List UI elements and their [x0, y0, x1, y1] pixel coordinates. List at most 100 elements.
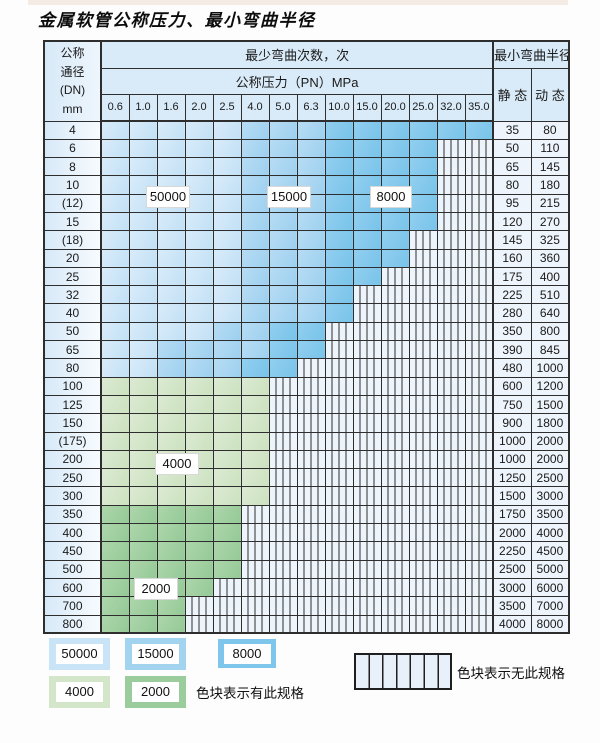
dynamic-column-header: 动 态 [530, 67, 570, 122]
no-spec-cell [380, 303, 410, 323]
dn-value: 8 [43, 157, 102, 177]
zone-label-4000: 4000 [155, 453, 199, 475]
no-spec-cell [408, 577, 438, 598]
no-spec-cell [324, 376, 354, 396]
static-radius-value: 750 [492, 394, 532, 415]
spec-cell [100, 541, 130, 561]
static-radius-value: 50 [492, 138, 532, 159]
dn-value: 500 [43, 559, 102, 579]
spec-cell [184, 157, 214, 177]
spec-cell [156, 358, 186, 378]
no-spec-cell [436, 504, 466, 525]
no-spec-cell [380, 614, 410, 634]
no-spec-cell [408, 303, 438, 323]
spec-cell [352, 211, 382, 232]
spec-cell [156, 266, 186, 287]
no-spec-cell [436, 376, 466, 396]
spec-cell [128, 413, 158, 433]
no-spec-cell [380, 431, 410, 451]
no-spec-cell [352, 394, 382, 415]
dynamic-radius-value: 1800 [530, 413, 570, 433]
pressure-tick: 20.0 [380, 93, 410, 122]
legend-swatch-15000: 15000 [125, 638, 186, 670]
spec-cell [324, 157, 354, 177]
no-spec-cell [352, 303, 382, 323]
spec-cell [100, 321, 130, 342]
table-row: 150 900 1800 [43, 413, 570, 433]
spec-cell [352, 266, 382, 287]
dn-value: 800 [43, 614, 102, 634]
no-spec-cell [324, 541, 354, 561]
spec-cell [100, 577, 130, 598]
spec-cell [212, 248, 242, 268]
no-spec-cell [324, 523, 354, 543]
spec-cell [156, 230, 186, 250]
no-spec-cell [380, 285, 410, 305]
bend-radius-header: 最小弯曲半径 [492, 40, 570, 69]
static-radius-value: 1750 [492, 504, 532, 525]
no-spec-cell [296, 449, 326, 470]
spec-cell [296, 248, 326, 268]
no-spec-cell [408, 614, 438, 634]
dn-value: 150 [43, 413, 102, 433]
no-spec-cell [408, 285, 438, 305]
static-radius-value: 145 [492, 230, 532, 250]
no-spec-cell [436, 157, 466, 177]
no-spec-cell [436, 614, 466, 634]
no-spec-cell [464, 230, 494, 250]
spec-cell [268, 211, 298, 232]
pressure-tick: 10.0 [324, 93, 354, 122]
spec-cell [184, 321, 214, 342]
static-radius-value: 4000 [492, 614, 532, 634]
dynamic-radius-value: 2000 [530, 431, 570, 451]
spec-cell [212, 303, 242, 323]
static-radius-value: 2000 [492, 523, 532, 543]
spec-cell [296, 211, 326, 232]
pressure-values-row: 0.6 1.0 1.6 2.0 2.5 4.0 5.0 6.3 10.0 15.0 20.0 25.0… [44, 93, 569, 122]
legend-swatch-50000: 50000 [49, 638, 110, 670]
legend-label-2000: 2000 [132, 682, 179, 702]
spec-cell [184, 230, 214, 250]
spec-cell [296, 303, 326, 323]
dn-value: 80 [43, 358, 102, 378]
spec-cell [240, 138, 270, 159]
no-spec-cell [296, 523, 326, 543]
spec-cell [100, 449, 130, 470]
spec-cell [100, 596, 130, 616]
static-radius-value: 600 [492, 376, 532, 396]
spec-cell [240, 211, 270, 232]
no-spec-cell [380, 577, 410, 598]
pressure-tick: 1.6 [156, 93, 186, 122]
no-spec-cell [380, 559, 410, 579]
dynamic-radius-value: 6000 [530, 577, 570, 598]
no-spec-cell [380, 266, 410, 287]
no-spec-cell [324, 468, 354, 488]
spec-table: 公称 通径 (DN) mm 最少弯曲次数，次 最小弯曲半径 公称压力（PN）MPa 静… [43, 40, 571, 635]
no-spec-cell [436, 596, 466, 616]
spec-cell [212, 285, 242, 305]
no-spec-cell [352, 541, 382, 561]
spec-cell [268, 248, 298, 268]
no-spec-cell [408, 504, 438, 525]
spec-cell [240, 175, 270, 195]
legend-note-has-spec: 色块表示有此规格 [196, 686, 304, 701]
pressure-tick: 25.0 [408, 93, 438, 122]
no-spec-cell [212, 596, 242, 616]
legend-swatch-4000: 4000 [49, 676, 110, 708]
spec-cell [184, 266, 214, 287]
spec-cell [128, 431, 158, 451]
dn-value: 300 [43, 486, 102, 506]
no-spec-cell [464, 431, 494, 451]
dn-value: 20 [43, 248, 102, 268]
table-row: (175) 1000 2000 [43, 431, 570, 451]
no-spec-cell [296, 431, 326, 451]
pressure-tick: 5.0 [268, 93, 298, 122]
table-row: 50 350 800 [43, 321, 570, 342]
spec-table-wrap: 公称 通径 (DN) mm 最少弯曲次数，次 最小弯曲半径 公称压力（PN）MPa 静… [43, 40, 571, 635]
no-spec-cell [436, 559, 466, 579]
spec-cell [212, 504, 242, 525]
static-radius-value: 350 [492, 321, 532, 342]
no-spec-cell [352, 413, 382, 433]
spec-cell [212, 376, 242, 396]
dn-value: 15 [43, 211, 102, 232]
